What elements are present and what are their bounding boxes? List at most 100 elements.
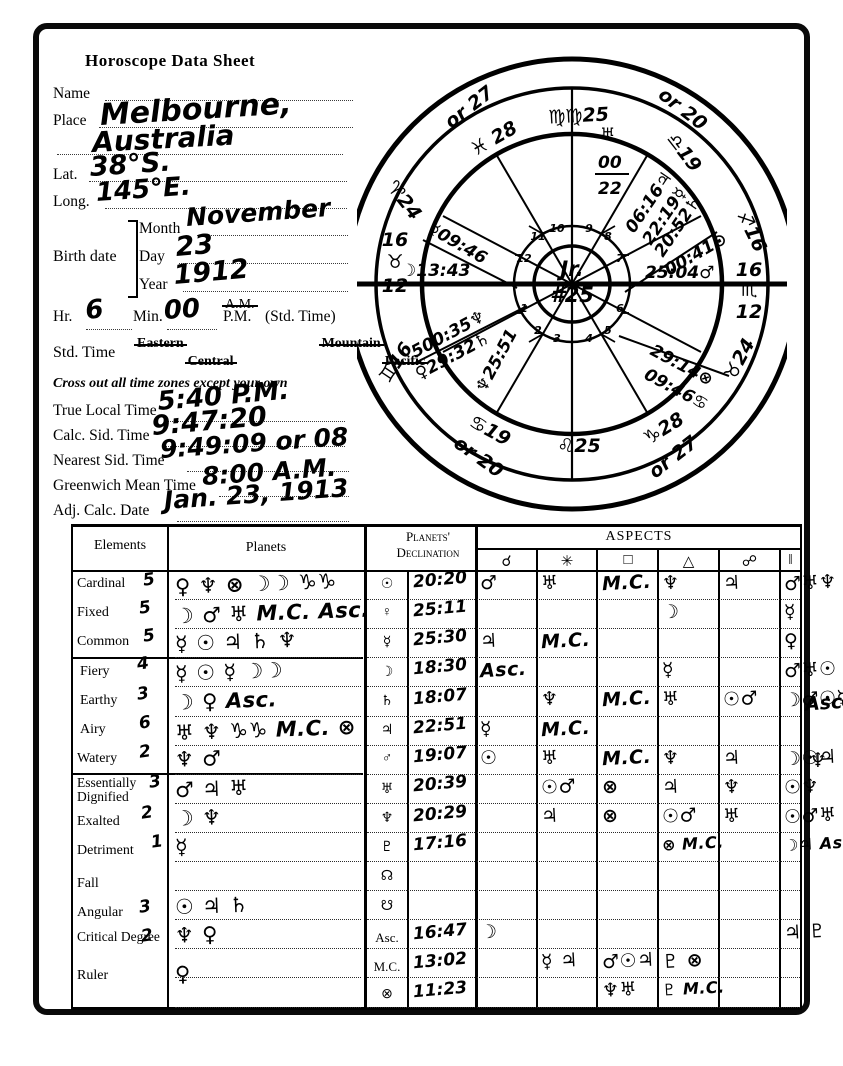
field-long-value: 145°E. <box>94 171 192 208</box>
field-birth-time[interactable]: Hr. 6 Min. 00 A.M. P.M. (Std. Time) <box>53 294 353 334</box>
house-number-9: 9 <box>585 222 593 235</box>
field-gmt[interactable]: Greenwich Mean Time 8:00 A.M. <box>53 453 353 500</box>
row-separator <box>477 657 800 659</box>
field-birth-month[interactable]: Month November <box>139 193 348 243</box>
aspect-cell-parallel-4: ☽♂☉☿ <box>783 686 843 713</box>
aspect-cell-conjunction-12: ☽ <box>479 920 499 944</box>
declination-value-8: 20:29 <box>412 801 468 827</box>
nearest-sid-time-label: Nearest Sid. Time <box>53 452 165 469</box>
chart-center-label-1: Jr. <box>556 257 583 281</box>
row-separator <box>477 948 800 950</box>
declination-value-9: 17:16 <box>412 830 468 856</box>
planets-entry-13: ♀ <box>174 961 192 987</box>
row-separator <box>175 831 361 833</box>
aspect-cell-conjunction-0: ♂ <box>479 571 499 595</box>
aspect-cell-parallel-12: ♃ ♇ <box>783 920 827 945</box>
house-number-5: 5 <box>604 324 612 337</box>
aspect-cell-parallel-6: ☽☉♃ <box>783 745 838 770</box>
row-separator <box>477 890 800 892</box>
field-birth-month-label: Month <box>139 220 181 237</box>
aspect-col-parallel-icon: ‖ <box>788 552 793 568</box>
field-birth-year[interactable]: Year 1912 <box>139 254 348 299</box>
gmt-label: Greenwich Mean Time <box>53 477 196 494</box>
zone-instruction: Cross out all time zones except your own <box>53 376 288 391</box>
aspect-col-sextile-icon: ✳ <box>560 554 574 570</box>
declination-symbol-2: ☿ <box>382 635 392 650</box>
pm-option[interactable]: P.M. <box>223 308 252 325</box>
declination-value-13: 13:02 <box>412 948 468 974</box>
house-number-12: 12 <box>516 252 532 265</box>
zone-eastern[interactable]: Eastern <box>137 336 184 351</box>
planets-entry-0: ♀ ♆ ⊗ ☽☽ ♑♑ <box>174 569 338 599</box>
element-count-0: 5 <box>141 569 157 591</box>
chart-center-label-2: #25 <box>550 283 594 307</box>
declination-value-1: 25:11 <box>412 596 468 622</box>
row-separator <box>175 919 361 921</box>
field-min-label: Min. <box>133 308 163 325</box>
element-row-label-10: Fall <box>77 876 99 891</box>
field-calc-sid-time[interactable]: Calc. Sid. Time 9:47:20 <box>53 401 353 450</box>
placement-h9-deg-a: 00 <box>598 153 622 173</box>
field-nearest-sid-time[interactable]: Nearest Sid. Time 9:49:09 or 08 <box>53 422 353 475</box>
element-row-label-4: Earthy <box>80 693 118 708</box>
birth-date-brace <box>128 220 138 298</box>
row-separator <box>175 628 361 630</box>
element-count-2: 5 <box>141 625 157 647</box>
field-place-line2[interactable]: Australia <box>53 119 353 162</box>
zone-central[interactable]: Central <box>187 354 234 369</box>
cusp-left-mid-c: 12 <box>382 275 408 297</box>
aspect-col-square-icon: □ <box>623 552 633 568</box>
placement-h9-uranus: ♅ <box>600 125 615 145</box>
house-number-3: 3 <box>553 332 561 345</box>
cusp-right-upper: ♐16 <box>732 207 771 256</box>
aspect-cell-square-13: ♂☉♃ <box>601 948 656 974</box>
true-local-time-label: True Local Time <box>53 402 157 419</box>
field-true-local-time[interactable]: True Local Time 5:40 P.M. <box>53 376 353 425</box>
std-time-note: (Std. Time) <box>265 308 336 325</box>
cusp-left-mid-b: ♉ <box>386 251 403 273</box>
aspect-cell-square-0: M.C. <box>601 570 652 596</box>
field-min-value: 00 <box>162 293 202 326</box>
header-elements: Elements <box>93 538 147 553</box>
declination-symbol-5: ♃ <box>380 723 394 738</box>
aspect-cell-conjunction-6: ☉ <box>479 746 499 770</box>
header-declination-text: Planets' Declination <box>396 529 460 560</box>
planets-entry-6: ♆ ♂ <box>174 746 222 772</box>
aspect-cell-parallel-7: ☉♆ <box>783 774 820 799</box>
element-row-label-9: Detriment <box>77 843 134 858</box>
field-hr-value: 6 <box>83 294 105 326</box>
declination-symbol-0: ☉ <box>380 577 394 592</box>
row-separator <box>477 744 800 746</box>
element-row-label-3: Fiery <box>80 664 110 679</box>
field-long[interactable]: Long. 145°E. <box>53 171 353 216</box>
row-separator <box>175 773 361 775</box>
aspect-cell-sextile-2: M.C. <box>540 628 591 654</box>
field-lat[interactable]: Lat. 38°S. <box>53 146 353 189</box>
element-row-label-1: Fixed <box>77 605 109 620</box>
field-adj-calc-date[interactable]: Adj. Calc. Date Jan. 23, 1913 <box>53 473 353 525</box>
aspect-cell-parallel-2: ♀ <box>783 629 799 653</box>
field-birth-day[interactable]: Day 23 <box>139 229 348 271</box>
row-separator <box>175 744 361 746</box>
declination-value-4: 18:07 <box>412 684 468 710</box>
aspect-col-trine-icon: △ <box>682 554 695 570</box>
am-option[interactable]: A.M. <box>225 297 255 312</box>
house-number-4: 4 <box>584 332 593 345</box>
row-separator <box>367 802 475 804</box>
house-number-8: 8 <box>604 230 612 243</box>
row-separator <box>367 744 475 746</box>
element-row-label-2: Common <box>77 634 130 649</box>
field-place[interactable]: Place Melbourne, <box>53 86 353 135</box>
element-count-8: 2 <box>139 802 155 824</box>
row-separator <box>477 802 800 804</box>
natal-chart-wheel: 11 10 9 8 7 6 5 4 3 2 1 12 Jr. #25 or 27… <box>357 44 787 524</box>
declination-value-0: 20:20 <box>412 567 468 593</box>
field-name[interactable]: Name <box>53 81 353 108</box>
row-separator <box>367 715 475 717</box>
aspect-cell-sextile-4: ♆ <box>540 687 560 711</box>
row-separator <box>367 657 475 659</box>
zone-mountain[interactable]: Mountain <box>321 336 381 351</box>
aspect-cell-trine-7: ♃ <box>661 775 681 799</box>
aspect-cell-square-14: ♆♅ <box>601 978 638 1003</box>
element-count-5: 6 <box>137 712 153 734</box>
